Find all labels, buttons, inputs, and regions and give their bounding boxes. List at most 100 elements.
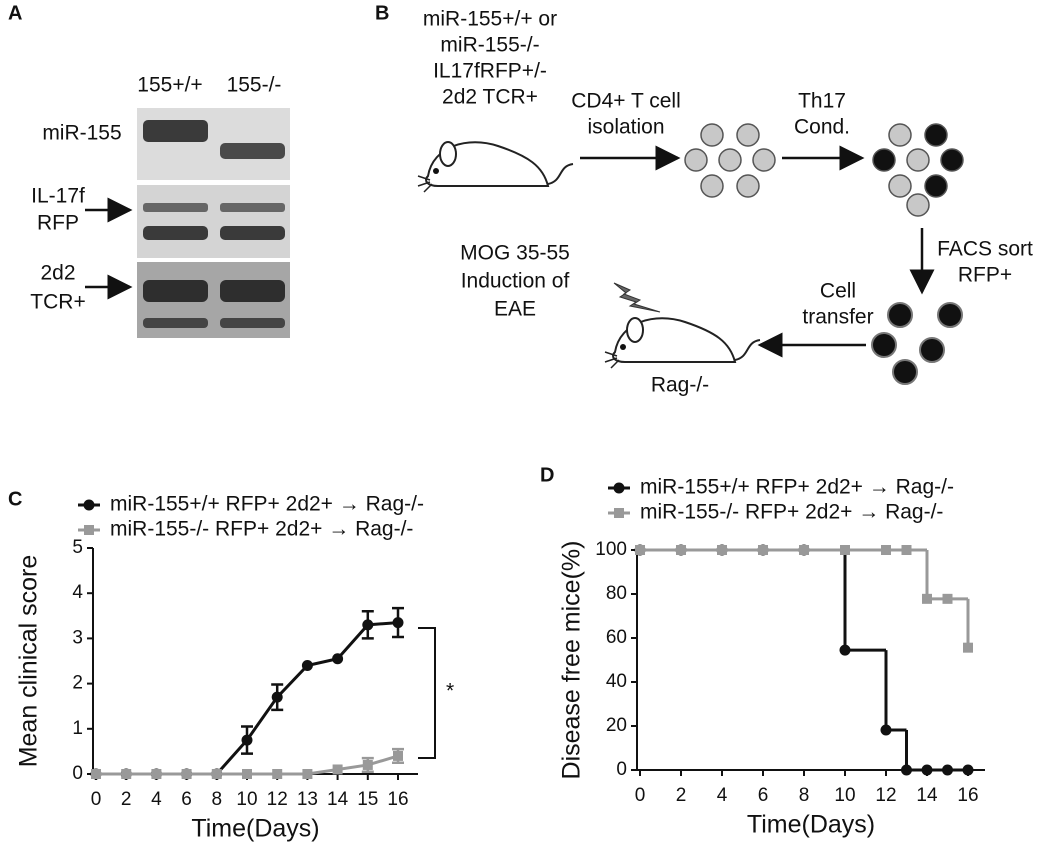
marker [676,545,686,555]
legend-marker [84,525,94,535]
x-tick-label: 8 [799,785,810,806]
marker [799,545,809,555]
y-tick-label: 4 [72,582,83,603]
y-axis-title: Mean clinical score [15,555,43,768]
legend-label: miR-155-/- RFP+ 2d2+ → Rag-/- [640,501,943,524]
panel-label: B [375,2,389,24]
step-text: transfer [802,306,873,329]
lane-label: 155+/+ [137,74,202,97]
marker [392,617,404,629]
cell-cluster [871,302,963,385]
marker [241,734,253,746]
marker [635,545,645,555]
x-axis-title: Time(Days) [747,811,875,839]
marker [301,660,313,672]
gel [137,108,290,338]
step-text: CD4+ T cell [571,90,681,113]
marker [717,545,727,555]
marker [942,764,953,776]
marker [881,545,891,555]
row-label: 2d2 [40,262,75,285]
donor-text: 2d2 TCR+ [442,86,538,109]
y-tick-label: 5 [72,537,83,558]
y-axis-title: Disease free mice(%) [558,541,586,780]
x-tick-label: 10 [236,789,257,810]
legend-label: miR-155+/+ RFP+ 2d2+ → Rag-/- [640,476,954,499]
lane-label: 155-/- [227,74,282,97]
marker [242,769,252,779]
donor-text: miR-155-/- [440,34,539,57]
x-tick-label: 14 [327,789,349,810]
x-tick-label: 2 [676,785,687,806]
marker [151,769,162,779]
row-label: IL-17f [31,185,85,208]
x-tick-label: 13 [297,789,318,810]
mouse-icon [604,317,761,369]
donor-text: miR-155+/+ or [423,8,557,31]
x-tick-label: 16 [957,785,978,806]
x-tick-label: 8 [212,789,223,810]
x-tick-label: 4 [717,785,728,806]
step-text: isolation [587,116,664,139]
x-tick-label: 16 [387,789,408,810]
marker [121,769,132,779]
y-tick-label: 60 [606,627,627,648]
step-text: Cond. [794,116,850,139]
row-label: RFP [37,212,79,235]
y-tick-label: 3 [72,627,83,648]
marker [332,653,344,665]
annotation: * [446,680,454,703]
step-text: Cell [820,280,856,303]
lightning-icon [613,282,661,313]
induction-text: Induction of [461,270,570,293]
marker [962,764,974,776]
cell-cluster [872,123,964,217]
marker [758,545,768,555]
marker [942,593,953,604]
row-label: TCR+ [30,291,85,314]
marker [880,724,892,736]
step-text: RFP+ [958,264,1012,287]
cell-cluster [684,123,776,198]
y-tick-label: 80 [606,583,627,604]
x-tick-label: 12 [267,789,288,810]
induction-text: EAE [494,298,536,321]
legend-label: miR-155+/+ RFP+ 2d2+ → Rag-/- [110,493,424,516]
marker [393,750,403,761]
legend-label: miR-155-/- RFP+ 2d2+ → Rag-/- [110,518,413,541]
marker [963,642,973,653]
marker [271,691,283,703]
y-tick-label: 2 [72,673,83,694]
significance-bracket [418,627,436,759]
mouse-icon [417,141,574,193]
marker [211,769,222,779]
x-tick-label: 14 [916,785,938,806]
y-tick-label: 40 [606,671,627,692]
panel-label: C [8,488,22,510]
marker [91,769,101,779]
x-tick-label: 6 [181,789,192,810]
marker [302,769,313,779]
step-text: Th17 [798,90,846,113]
x-tick-label: 2 [121,789,132,810]
y-tick-label: 0 [72,763,83,784]
x-tick-label: 6 [758,785,769,806]
x-tick-label: 0 [91,789,102,810]
legend-marker [613,482,625,494]
marker [922,593,932,604]
marker [362,619,374,631]
marker [181,769,192,779]
legend-marker [614,508,624,518]
x-tick-label: 10 [834,785,855,806]
marker [840,545,850,555]
row-label: miR-155 [42,122,121,145]
induction-text: MOG 35-55 [460,242,570,265]
marker [921,764,933,776]
marker [901,545,912,555]
marker [272,769,283,779]
marker [839,644,851,656]
marker [901,764,912,776]
recipient-text: Rag-/- [651,374,709,397]
panel-label: D [540,464,554,486]
